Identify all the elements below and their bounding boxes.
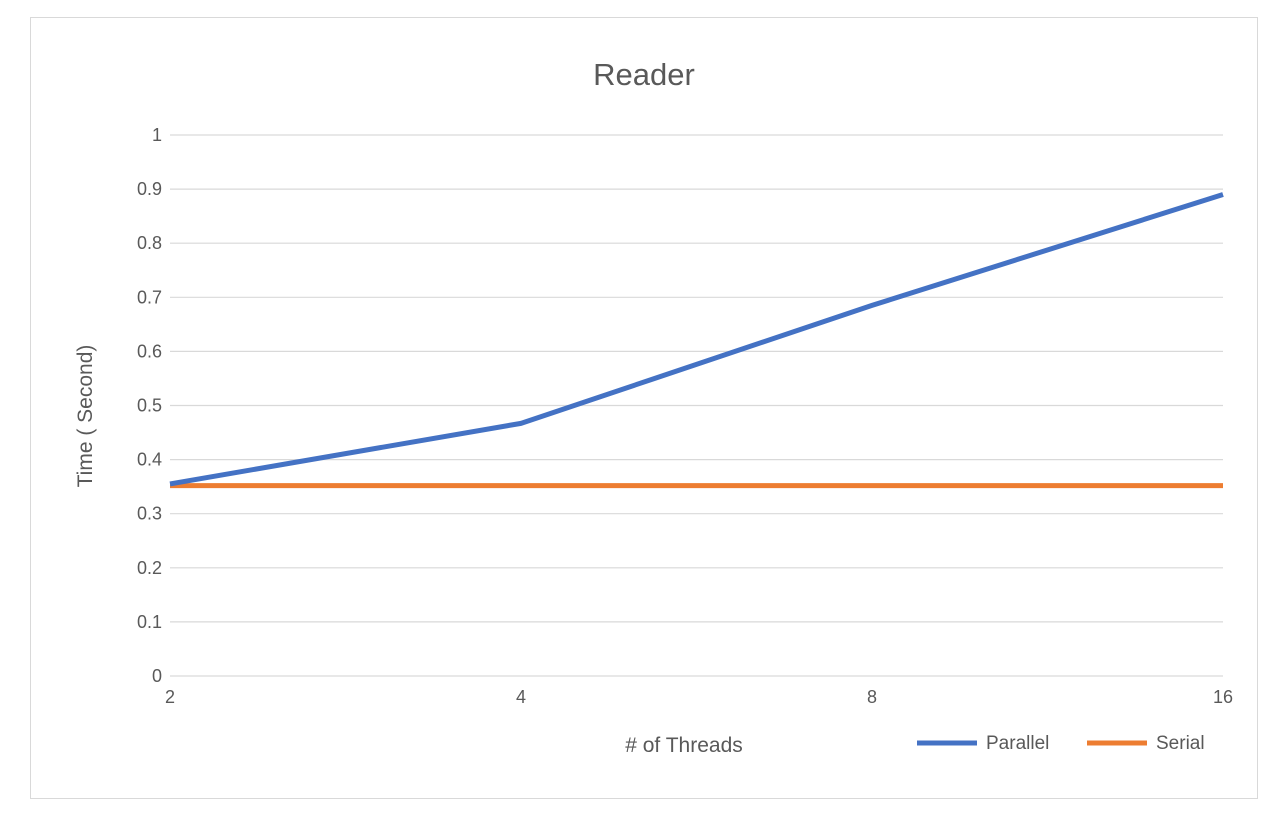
x-tick-labels: 2 4 8 16 xyxy=(165,687,1233,707)
gridlines xyxy=(170,134,1223,677)
y-tick-label: 0.7 xyxy=(137,287,162,307)
y-tick-label: 0.5 xyxy=(137,396,162,416)
y-tick-label: 0.6 xyxy=(137,341,162,361)
y-tick-label: 0.2 xyxy=(137,558,162,578)
y-tick-label: 0.1 xyxy=(137,612,162,632)
x-tick-label: 2 xyxy=(165,687,175,707)
x-tick-label: 16 xyxy=(1213,687,1233,707)
y-tick-label: 1 xyxy=(152,125,162,145)
legend: Parallel Serial xyxy=(917,733,1205,754)
series-lines xyxy=(169,192,1224,489)
y-tick-label: 0.4 xyxy=(137,450,162,470)
chart-area xyxy=(30,17,1258,799)
y-tick-label: 0.8 xyxy=(137,233,162,253)
legend-label-serial: Serial xyxy=(1156,733,1205,754)
y-tick-labels: 0 0.1 0.2 0.3 0.4 0.5 0.6 0.7 0.8 0.9 1 xyxy=(137,125,162,686)
y-tick-label: 0 xyxy=(152,666,162,686)
chart-title: Reader xyxy=(593,57,695,92)
series-line-parallel xyxy=(169,192,1224,487)
x-tick-label: 8 xyxy=(867,687,877,707)
x-axis-title: # of Threads xyxy=(625,734,743,757)
y-tick-label: 0.9 xyxy=(137,179,162,199)
legend-label-parallel: Parallel xyxy=(986,733,1049,754)
y-axis-title: Time ( Second) xyxy=(74,345,97,488)
x-tick-label: 4 xyxy=(516,687,526,707)
y-tick-label: 0.3 xyxy=(137,504,162,524)
